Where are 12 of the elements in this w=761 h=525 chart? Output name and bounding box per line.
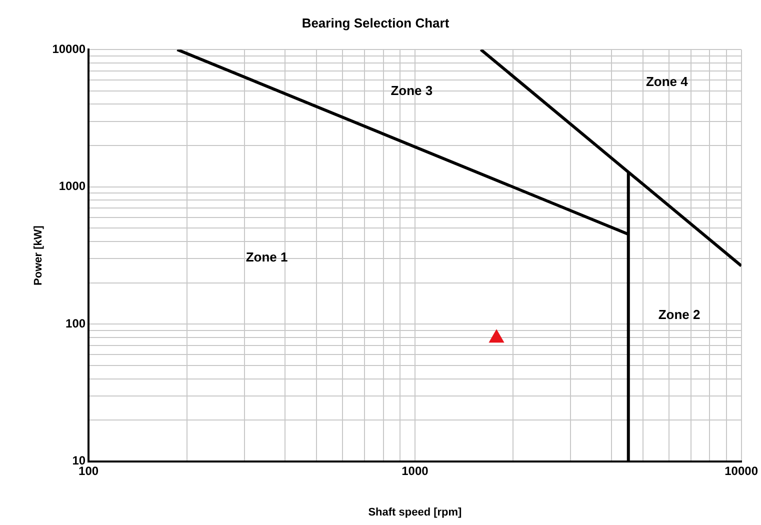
x-axis-title: Shaft speed [rpm] — [368, 506, 462, 518]
y-tick-label: 1000 — [58, 179, 86, 194]
y-tick-label: 10000 — [52, 42, 86, 56]
annotation: Zone 1 — [246, 250, 288, 265]
y-tick-label: 100 — [66, 316, 86, 330]
x-tick-label: 1000 — [402, 464, 429, 478]
annotation: Zone 2 — [658, 307, 700, 322]
annotation: Zone 4 — [646, 74, 689, 90]
x-tick-label: 10000 — [724, 464, 758, 478]
chart-title: Bearing Selection Chart — [302, 15, 450, 30]
annotation: Zone 3 — [390, 82, 433, 98]
y-axis-title: Power [kW] — [32, 225, 45, 286]
